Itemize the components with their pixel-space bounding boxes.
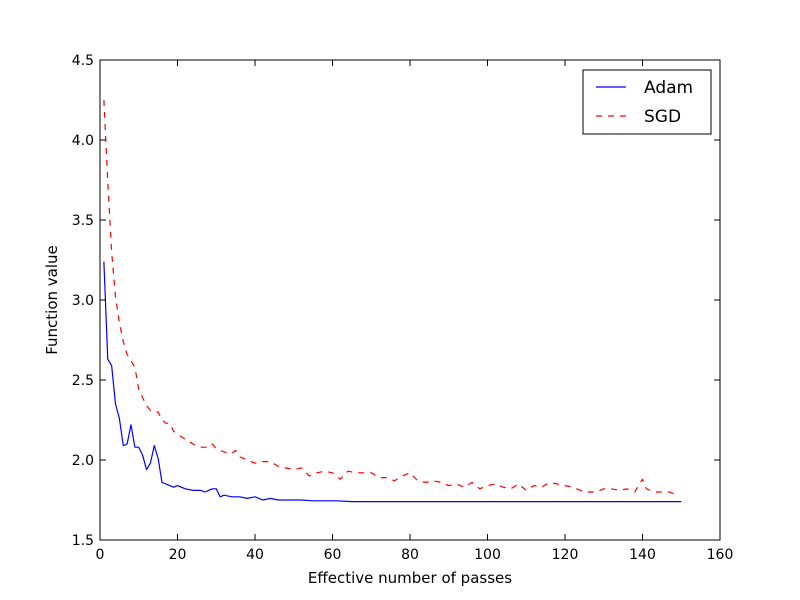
x-tick-label: 140 xyxy=(629,547,656,563)
y-tick-label: 3.0 xyxy=(72,293,94,309)
x-tick-label: 160 xyxy=(707,547,734,563)
series-line-sgd xyxy=(103,99,678,495)
ticks-layer: 0 20 40 60 80 100 120 140 160 1.5 2.0 2.5 3.0 3.5 4.0 4… xyxy=(72,53,734,563)
x-tick-label: 120 xyxy=(552,547,579,563)
y-tick-label: 3.5 xyxy=(72,213,94,229)
x-tick-label: 100 xyxy=(474,547,501,563)
plot-frame xyxy=(99,59,721,541)
legend-label-sgd: SGD xyxy=(644,107,681,127)
y-tick-label: 2.5 xyxy=(72,373,94,389)
x-axis-label: Effective number of passes xyxy=(308,569,512,587)
y-tick-label: 4.0 xyxy=(72,133,94,149)
x-tick-label: 0 xyxy=(96,547,105,563)
y-tick-label: 4.5 xyxy=(72,53,94,69)
x-tick-label: 20 xyxy=(169,547,187,563)
legend-frame xyxy=(582,69,712,135)
y-axis-label: Function value xyxy=(43,245,61,355)
plot-layer xyxy=(103,99,682,503)
y-tick-label: 1.5 xyxy=(72,533,94,549)
x-tick-label: 60 xyxy=(324,547,342,563)
legend: Adam SGD xyxy=(582,69,712,135)
y-tick-label: 2.0 xyxy=(72,453,94,469)
x-tick-label: 80 xyxy=(401,547,419,563)
legend-label-adam: Adam xyxy=(644,78,693,98)
x-tick-label: 40 xyxy=(246,547,264,563)
series-line-adam xyxy=(103,261,682,503)
